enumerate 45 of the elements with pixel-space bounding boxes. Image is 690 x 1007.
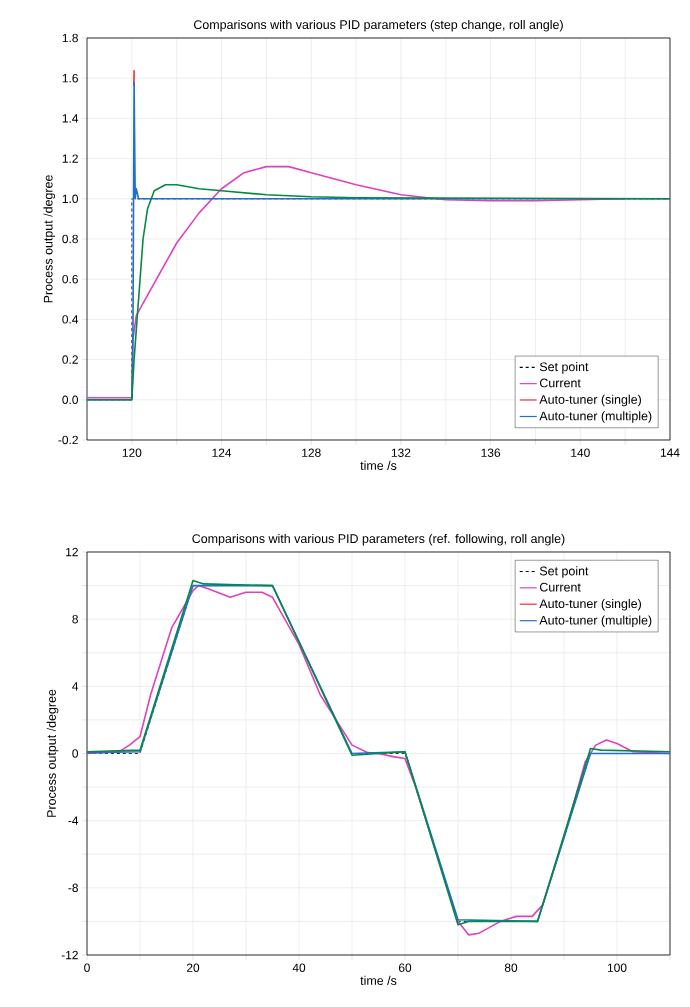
legend-label: Auto-tuner (single) <box>539 394 641 407</box>
y-tick-label: 1.2 <box>62 154 78 163</box>
x-tick-label: 40 <box>292 963 306 972</box>
x-tick-label: 60 <box>398 963 412 972</box>
y-tick-label: 1.4 <box>62 114 79 123</box>
chart-title: Comparisons with various PID parameters (ref. following, roll angle) <box>192 533 565 546</box>
x-axis-title: time /s <box>360 460 397 470</box>
y-tick-label: 0.4 <box>62 315 79 324</box>
y-tick-label: -8 <box>68 883 78 893</box>
chart-title: Comparisons with various PID parameters (step change, roll angle) <box>193 19 563 32</box>
y-tick-label: 1.8 <box>62 33 78 43</box>
legend-label: Auto-tuner (multiple) <box>539 615 652 628</box>
y-tick-label: 1.6 <box>62 73 78 83</box>
x-tick-label: 0 <box>84 963 90 972</box>
legend-label: Current <box>539 582 581 592</box>
y-tick-label: 12 <box>66 547 78 557</box>
y-tick-label: 1.0 <box>62 194 79 204</box>
legend-label: Auto-tuner (single) <box>539 598 641 611</box>
y-tick-label: 8 <box>72 614 78 624</box>
y-tick-label: -12 <box>61 950 78 960</box>
x-tick-label: 120 <box>122 448 142 457</box>
y-tick-label: 0.8 <box>62 234 78 244</box>
y-tick-label: -0.2 <box>58 435 78 445</box>
legend-label: Set point <box>539 362 589 374</box>
y-axis-title: Process output /degree <box>46 689 59 817</box>
y-tick-label: 0.6 <box>62 274 78 284</box>
x-tick-label: 100 <box>607 963 627 972</box>
x-tick-label: 20 <box>186 963 200 972</box>
y-tick-label: 0.2 <box>62 355 78 364</box>
y-tick-label: 0.0 <box>62 395 79 405</box>
legend-label: Auto-tuner (multiple) <box>539 411 652 423</box>
x-tick-label: 80 <box>504 963 518 972</box>
x-axis-title: time /s <box>360 975 397 985</box>
x-tick-label: 144 <box>660 448 680 457</box>
y-tick-label: 0 <box>72 749 79 758</box>
x-tick-label: 140 <box>571 448 590 457</box>
x-tick-label: 136 <box>481 448 501 457</box>
x-tick-label: 132 <box>391 448 411 457</box>
x-tick-label: 128 <box>302 448 321 457</box>
y-axis-title: Process output /degree <box>43 175 56 303</box>
legend-label: Current <box>539 378 581 388</box>
y-tick-label: 4 <box>72 682 79 691</box>
legend-label: Set point <box>539 566 589 578</box>
x-tick-label: 124 <box>212 448 232 457</box>
y-tick-label: -4 <box>68 816 79 825</box>
